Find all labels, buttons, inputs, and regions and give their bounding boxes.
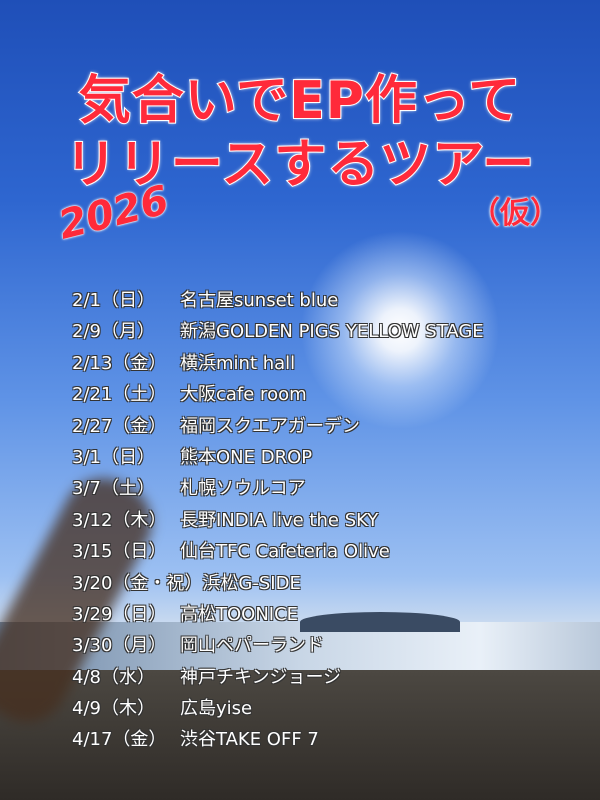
schedule-venue: 大阪cafe room: [180, 384, 307, 406]
schedule-date: 4/8（水）: [72, 666, 155, 688]
schedule-date: 2/9（月）: [72, 321, 155, 343]
schedule-venue: 名古屋sunset blue: [180, 290, 339, 311]
schedule-date: 3/1（日）: [72, 446, 155, 468]
tour-schedule: 2/1（日） 名古屋sunset blue 2/9（月） 新潟GOLDEN PIGS …: [72, 285, 484, 756]
schedule-venue: 横浜mint hall: [180, 352, 296, 374]
schedule-date: 4/9（木）: [72, 698, 155, 720]
schedule-date: 3/30（月）: [72, 635, 167, 657]
schedule-date: 3/29（日）: [72, 603, 167, 625]
tentative-note: （仮）: [470, 196, 560, 231]
island: [300, 612, 460, 632]
schedule-venue: 仙台TFC Cafeteria Olive: [180, 541, 390, 563]
schedule-date: 2/1（日）: [72, 290, 155, 311]
schedule-date: 3/20（金・祝）: [72, 572, 203, 594]
schedule-row: 4/9（木） 広島yise: [72, 693, 484, 724]
schedule-row: 3/12（木） 長野INDIA live the SKY: [72, 505, 484, 536]
schedule-date: 2/27（金）: [72, 415, 167, 437]
schedule-row: 2/13（金） 横浜mint hall: [72, 348, 484, 379]
title-line-1: 気合いでEP作って: [78, 70, 522, 132]
schedule-venue: 熊本ONE DROP: [180, 446, 313, 468]
schedule-row: 3/7（土） 札幌ソウルコア: [72, 473, 484, 504]
schedule-row: 2/27（金） 福岡スクエアガーデン: [72, 411, 484, 442]
beach: [0, 670, 600, 800]
schedule-venue: 渋谷TAKE OFF 7: [180, 729, 319, 751]
schedule-row: 3/1（日） 熊本ONE DROP: [72, 442, 484, 473]
schedule-row: 3/20（金・祝）浜松G-SIDE: [72, 568, 484, 599]
schedule-venue: 浜松G-SIDE: [202, 572, 301, 594]
schedule-row: 2/21（土） 大阪cafe room: [72, 379, 484, 410]
schedule-row: 3/29（日） 高松TOONICE: [72, 599, 484, 630]
schedule-venue: 広島yise: [180, 698, 253, 720]
schedule-date: 2/13（金）: [72, 352, 167, 374]
schedule-venue: 新潟GOLDEN PIGS YELLOW STAGE: [180, 321, 484, 343]
schedule-date: 2/21（土）: [72, 384, 167, 406]
schedule-date: 3/15（日）: [72, 541, 167, 563]
schedule-row: 2/1（日） 名古屋sunset blue: [72, 285, 484, 316]
title-line-2: リリースするツアー: [64, 134, 536, 196]
schedule-venue: 高松TOONICE: [180, 603, 299, 625]
schedule-date: 3/7（土）: [72, 478, 155, 500]
schedule-row: 3/30（月） 岡山ペパーランド: [72, 630, 484, 661]
schedule-date: 3/12（木）: [72, 509, 167, 531]
schedule-date: 4/17（金）: [72, 729, 167, 751]
schedule-venue: 岡山ペパーランド: [180, 635, 324, 657]
schedule-venue: 長野INDIA live the SKY: [180, 509, 379, 531]
schedule-venue: 福岡スクエアガーデン: [180, 415, 360, 437]
schedule-row: 2/9（月） 新潟GOLDEN PIGS YELLOW STAGE: [72, 316, 484, 347]
schedule-venue: 神戸チキンジョージ: [180, 666, 342, 688]
schedule-venue: 札幌ソウルコア: [180, 478, 306, 500]
schedule-row: 3/15（日） 仙台TFC Cafeteria Olive: [72, 536, 484, 567]
schedule-row: 4/17（金） 渋谷TAKE OFF 7: [72, 724, 484, 755]
sun: [300, 230, 500, 430]
schedule-row: 4/8（水） 神戸チキンジョージ: [72, 662, 484, 693]
